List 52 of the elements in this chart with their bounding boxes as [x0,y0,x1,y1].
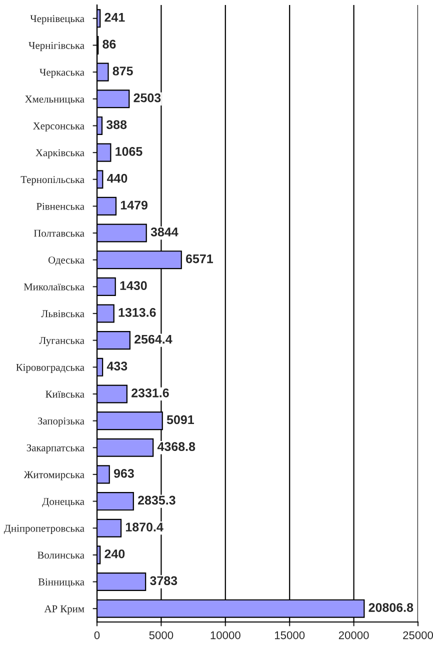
data-label: 3783 [150,576,178,586]
data-label: 1479 [120,200,148,210]
data-label: 875 [112,66,133,76]
x-tick-label: 25000 [403,631,433,640]
data-label: 240 [104,549,125,558]
data-label: 440 [107,174,128,183]
y-tick-label: Херсонська [33,122,84,132]
y-tick-label: Черкаська [40,68,84,78]
data-label: 1313.6 [118,308,156,317]
y-tick-label: Дніпропетровська [4,524,84,534]
data-label: 20806.8 [368,603,414,612]
y-tick-label: Хмельницька [25,96,84,105]
data-label: 3844 [150,228,178,236]
data-label: 388 [106,120,127,130]
x-tick-label: 20000 [338,631,369,640]
y-tick-label: Вінницька [38,578,84,588]
data-label: 5091 [166,415,194,424]
y-tick-label: Миколаївська [24,283,84,290]
data-label: 963 [114,468,134,478]
data-label: 241 [104,12,125,22]
x-tick-label: 10000 [210,631,240,640]
y-tick-label: Запорізька [38,418,84,427]
y-tick-label: Київська [46,390,84,398]
data-label: 2331.6 [132,388,169,398]
y-tick-label: АР Крим [44,605,84,614]
y-tick-label: Чернівецька [30,15,84,24]
y-tick-label: Одеська [48,256,84,266]
data-label: 2564.4 [134,334,172,344]
data-label: 433 [106,362,128,371]
data-label: 2835.3 [138,496,176,505]
y-tick-label: Полтавська [34,230,84,237]
y-tick-label: Луганська [39,337,84,346]
y-tick-label: Кіровоградська [16,364,84,373]
data-label: 86 [102,40,116,49]
data-label: 6571 [186,254,213,264]
data-label: 4368.8 [157,442,196,452]
y-tick-label: Житомирська [24,471,84,480]
y-tick-label: Рівненська [36,202,84,210]
y-tick-label: Донецька [42,498,84,508]
y-tick-label: Львівська [41,310,84,318]
data-label: 2503 [134,93,161,102]
data-label: 1870.4 [126,522,164,532]
y-tick-label: Харківська [36,149,84,158]
x-tick-label: 15000 [275,631,305,640]
data-label: 1430 [120,281,147,290]
y-tick-label: Волинська [38,552,84,559]
x-tick-label: 0 [94,631,100,640]
y-tick-label: Закарпатська [26,444,84,454]
data-label: 1065 [116,147,142,156]
y-tick-label: Тернопільська [20,176,84,186]
x-tick-label: 5000 [149,631,174,640]
y-tick-label: Чернігівська [28,42,84,52]
